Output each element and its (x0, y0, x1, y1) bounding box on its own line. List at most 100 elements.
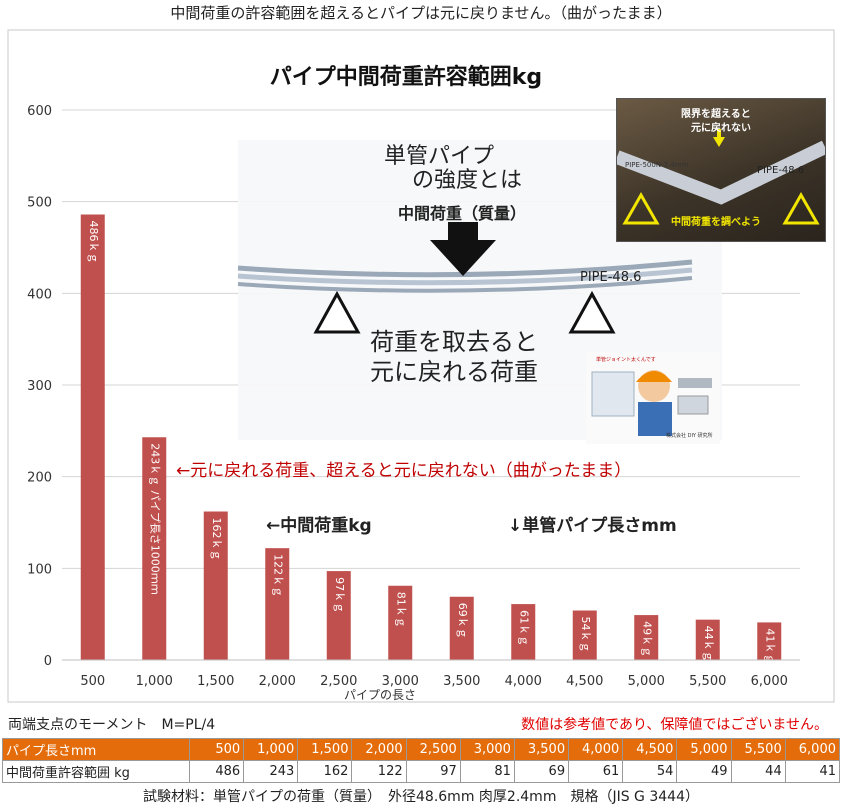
x-tick-label: 6,000 (751, 674, 788, 689)
bar-labels: 486ｋｇ 243ｋｇ パイプ長さ1000ｍｍ 162ｋｇ 122ｋｇ 97ｋｇ 81ｋｇ… (87, 221, 777, 665)
table-value-cell: 54 (622, 760, 678, 783)
bar (326, 571, 351, 660)
y-tick-label: 400 (27, 287, 52, 302)
return-load-line1: 荷重を取去ると (370, 328, 538, 356)
photo-bottom-label: 中間荷重を調べよう (671, 217, 761, 228)
pipe-illustration (237, 259, 693, 293)
table-header-cell: 3,000 (459, 738, 515, 761)
bar-label: 486ｋｇ (87, 221, 100, 264)
bar (80, 214, 105, 660)
bar (634, 615, 659, 660)
x-tick-label: 5,000 (628, 674, 665, 689)
bar-label: 49ｋｇ (640, 621, 653, 657)
table-header-cell: 2,000 (351, 738, 407, 761)
y-tick-label: 100 (27, 562, 52, 577)
y-tick-label: 0 (44, 654, 52, 669)
table-header-label: パイプ長さmm (2, 738, 190, 761)
x-tick-label: 4,000 (505, 674, 542, 689)
pipe-marking-label: PIPE-48.6 (580, 270, 642, 285)
table-value-cell: 49 (676, 760, 732, 783)
table-header-cell: 4,000 (568, 738, 624, 761)
bar-label: 69ｋｇ (456, 603, 469, 639)
bar-label: 81ｋｇ (394, 592, 407, 628)
bar (203, 511, 228, 660)
table-value-cell: 122 (351, 760, 407, 783)
table-value-cell: 61 (568, 760, 624, 783)
bar-label: 54ｋｇ (579, 617, 592, 653)
y-tick-label: 200 (27, 471, 52, 486)
load-arrow-label: ←中間荷重kg (266, 516, 372, 536)
mascot-inset: 単管ジョイント太くんです 株式会社 DIY 研究所 (586, 352, 720, 444)
x-tick-label: 2,500 (320, 674, 357, 689)
data-table: パイプ長さmm 500 1,000 1,500 2,000 2,500 3,000 3,50… (2, 738, 841, 783)
length-arrow-label: ↓単管パイプ長さmm (508, 516, 677, 536)
mascot-icon (591, 370, 712, 436)
y-tick-label: 600 (27, 104, 52, 119)
footer-test-material: 試験材料：単管パイプの荷重（質量） 外径48.6mm 肉厚2.4mm 規格（JI… (143, 789, 699, 805)
bars (80, 214, 782, 660)
table-header-cell: 1,000 (243, 738, 299, 761)
x-tick-label: 1,500 (197, 674, 234, 689)
top-caption: 中間荷重の許容範囲を超えるとパイプは元に戻りません。（曲がったまま） (170, 4, 672, 22)
table-header-cell: 500 (188, 738, 245, 761)
x-tick-label: 5,500 (689, 674, 726, 689)
pipe-photo-inset: 限界を超えると 元に戻れない PIPE-500N-2.4mm PIPE-48.6… (616, 98, 826, 242)
bar (142, 437, 167, 660)
table-value-row: 中間荷重許容範囲 kg 486 243 162 122 97 81 69 61 54 49 44 41 (2, 760, 841, 783)
disclaimer-note: 数値は参考値であり、保障値ではございません。 (521, 717, 828, 733)
right-support-triangle-icon (568, 290, 616, 334)
table-header-cell: 2,500 (405, 738, 461, 761)
down-arrow-icon (430, 222, 496, 276)
x-axis-label: パイプの長さ (344, 688, 416, 702)
bar-label: 61ｋｇ (517, 610, 530, 646)
bar-label: 97ｋｇ (333, 577, 346, 613)
moment-formula-note: 両端支点のモーメント M=PL/4 (8, 717, 216, 733)
left-support-triangle-icon (313, 290, 361, 334)
table-value-cell: 162 (297, 760, 353, 783)
mascot-title: 単管ジョイント太くんです (596, 357, 656, 363)
table-value-cell: 44 (730, 760, 786, 783)
y-tick-label: 300 (27, 379, 52, 394)
bar (265, 548, 290, 660)
bar (695, 619, 720, 660)
return-load-line2: 元に戻れる荷重 (370, 358, 538, 386)
x-tick-label: 3,000 (382, 674, 419, 689)
photo-line2: 元に戻れない (691, 123, 751, 134)
table-header-cell: 3,500 (513, 738, 570, 761)
bar-label: 41ｋｇ (763, 628, 776, 664)
photo-marking1: PIPE-500N-2.4mm (625, 161, 689, 169)
table-header-cell: 5,500 (730, 738, 786, 761)
mascot-company: 株式会社 DIY 研究所 (666, 433, 713, 439)
table-value-cell: 41 (784, 760, 841, 783)
bar (388, 585, 413, 660)
bar (572, 610, 597, 660)
x-tick-label: 2,000 (259, 674, 296, 689)
x-tick-label: 4,500 (566, 674, 603, 689)
bar (757, 622, 782, 660)
bar-label: 162ｋｇ (210, 518, 223, 561)
strength-label-line1: 単管パイプ (384, 144, 495, 169)
x-tick-label: 500 (80, 674, 105, 689)
y-tick-label: 500 (27, 196, 52, 211)
table-value-cell: 486 (188, 760, 245, 783)
photo-line1: 限界を超えると (681, 109, 751, 120)
table-header-cell: 1,500 (297, 738, 353, 761)
table-row-label: 中間荷重許容範囲 kg (2, 760, 190, 783)
table-value-cell: 81 (459, 760, 515, 783)
chart-title: パイプ中間荷重許容範囲kg (270, 64, 542, 90)
bar-label: 44ｋｇ (702, 626, 715, 662)
x-tick-label: 3,500 (443, 674, 480, 689)
table-header-cell: 5,000 (676, 738, 732, 761)
table-header-row: パイプ長さmm 500 1,000 1,500 2,000 2,500 3,000 3,50… (2, 738, 841, 761)
bar (449, 596, 474, 660)
bar-label: 243ｋｇ パイプ長さ1000ｍｍ (148, 443, 161, 595)
table-header-cell: 4,500 (622, 738, 678, 761)
y-axis-ticks: 0 100 200 300 400 500 600 (27, 104, 52, 669)
red-note: ←元に戻れる荷重、超えると元に戻れない（曲がったまま） (176, 461, 632, 481)
bar-label: 122ｋｇ (271, 554, 284, 597)
strength-label-line2: の強度とは (412, 168, 523, 193)
table-value-cell: 69 (513, 760, 570, 783)
table-value-cell: 97 (405, 760, 461, 783)
table-header-cell: 6,000 (784, 738, 841, 761)
x-tick-label: 1,000 (136, 674, 173, 689)
